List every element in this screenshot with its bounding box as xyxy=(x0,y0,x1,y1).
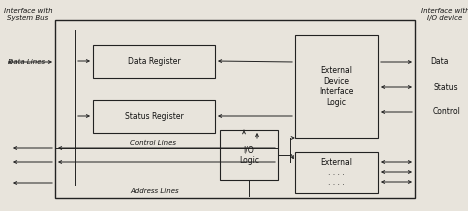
Bar xyxy=(220,130,278,180)
Bar xyxy=(295,152,378,193)
Text: Interface with
System Bus: Interface with System Bus xyxy=(4,8,52,21)
Bar xyxy=(93,45,215,78)
Text: Data: Data xyxy=(430,58,448,66)
Text: Address Lines: Address Lines xyxy=(130,188,179,194)
Text: Status: Status xyxy=(433,83,458,92)
Text: Data Register: Data Register xyxy=(128,57,180,66)
Text: Data Lines: Data Lines xyxy=(8,59,45,65)
Bar xyxy=(93,100,215,133)
Text: Control Lines: Control Lines xyxy=(130,140,176,146)
Text: Control: Control xyxy=(433,107,461,116)
Text: External
. . . .
. . . .: External . . . . . . . . xyxy=(321,158,352,187)
Text: External
Device
Interface
Logic: External Device Interface Logic xyxy=(319,66,354,107)
Text: Interface with
I/O device: Interface with I/O device xyxy=(421,8,468,21)
Bar xyxy=(55,20,415,198)
Text: I/O
Logic: I/O Logic xyxy=(239,145,259,165)
Text: Status Register: Status Register xyxy=(124,112,183,121)
Bar xyxy=(295,35,378,138)
